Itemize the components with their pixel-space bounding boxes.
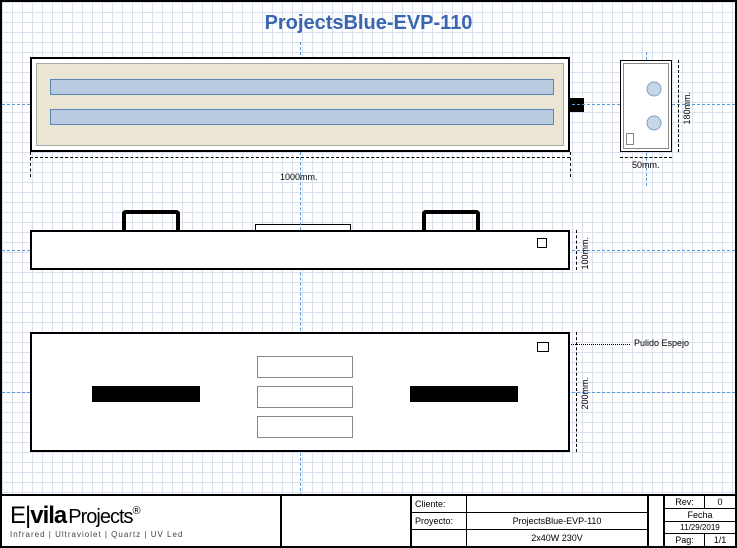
spec-value: 2x40W 230V xyxy=(467,530,647,546)
logo-cell: E|vilaProjects® Infrared | Ultraviolet |… xyxy=(2,496,282,546)
proyecto-value: ProjectsBlue-EVP-110 xyxy=(467,513,647,529)
rev-label: Rev: xyxy=(665,496,705,508)
dim-front-h-line xyxy=(576,230,577,270)
pag-value: 1/1 xyxy=(705,534,735,546)
annotation-pulido: Pulido Espejo xyxy=(634,338,689,348)
dim-cap-height-label: 180mm. xyxy=(682,92,692,125)
dim-ext-left xyxy=(30,152,31,177)
logo-vila: vila xyxy=(30,502,66,529)
title-block: E|vilaProjects® Infrared | Ultraviolet |… xyxy=(2,494,735,546)
bottom-plate-1 xyxy=(257,356,353,378)
side-cap-connector xyxy=(626,133,634,145)
dim-ext-right xyxy=(570,152,571,177)
uv-tube-1 xyxy=(50,79,554,95)
front-view xyxy=(30,230,570,270)
pag-label: Pag: xyxy=(665,534,705,546)
uv-tube-2 xyxy=(50,109,554,125)
top-view-housing xyxy=(36,63,564,146)
lamp-hole-icon xyxy=(646,81,662,97)
dim-cap-width-label: 50mm. xyxy=(632,160,660,170)
logo-reg-icon: ® xyxy=(133,505,140,517)
titleblock-gap xyxy=(647,496,665,546)
project-info-cell: Cliente: Proyecto: ProjectsBlue-EVP-110 … xyxy=(412,496,647,546)
bottom-connector xyxy=(537,342,549,352)
front-connector xyxy=(537,238,547,248)
dim-line-length xyxy=(30,157,570,158)
titleblock-spacer xyxy=(282,496,412,546)
fecha-label: Fecha xyxy=(665,509,735,521)
dim-length-label: 1000mm. xyxy=(280,172,318,182)
handle-right xyxy=(422,210,480,230)
cliente-label: Cliente: xyxy=(412,496,467,512)
spec-label xyxy=(412,530,467,546)
bottom-view xyxy=(30,332,570,452)
revision-cell: Rev: 0 Fecha 11/29/2019 Pag: 1/1 xyxy=(665,496,735,546)
bottom-strip-left xyxy=(92,386,200,402)
dim-cap-h-line xyxy=(678,60,679,152)
bottom-plate-2 xyxy=(257,386,353,408)
logo-projects: Projects xyxy=(68,506,132,528)
cliente-value xyxy=(467,496,647,512)
side-cap-view xyxy=(620,60,672,152)
handle-left xyxy=(122,210,180,230)
logo-tagline: Infrared | Ultraviolet | Quartz | UV Led xyxy=(10,530,272,539)
logo-e: E xyxy=(10,502,25,529)
rev-value: 0 xyxy=(705,496,735,508)
proyecto-label: Proyecto: xyxy=(412,513,467,529)
lamp-hole-icon xyxy=(646,115,662,131)
dim-bottom-h-line xyxy=(576,332,577,452)
fecha-value: 11/29/2019 xyxy=(665,522,735,533)
dim-front-height-label: 100mm. xyxy=(580,237,590,270)
dim-cap-w-line xyxy=(620,157,672,158)
top-view xyxy=(30,57,570,152)
bottom-strip-right xyxy=(410,386,518,402)
bottom-plate-3 xyxy=(257,416,353,438)
brand-logo: E|vilaProjects® xyxy=(10,504,272,528)
dim-bottom-height-label: 200mm. xyxy=(580,377,590,410)
cable-gland xyxy=(570,98,584,112)
drawing-title: ProjectsBlue-EVP-110 xyxy=(2,12,735,35)
